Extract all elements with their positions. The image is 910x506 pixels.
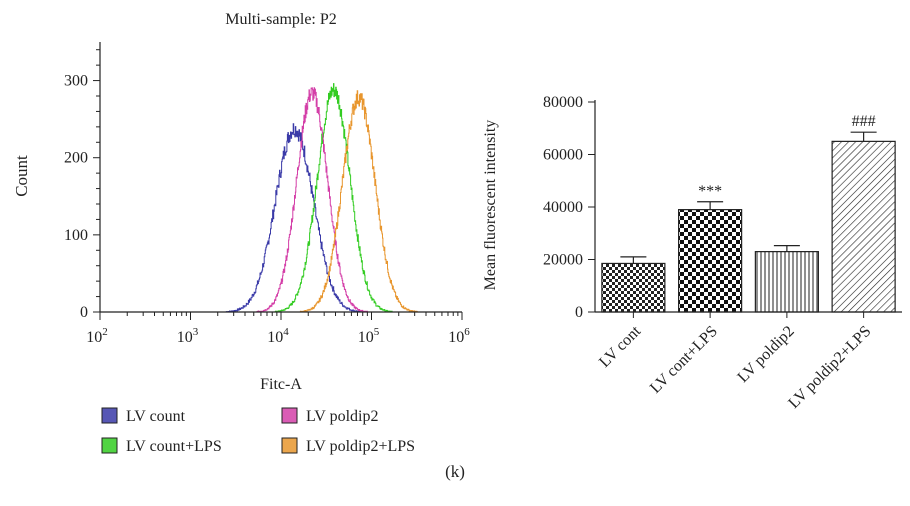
bar-1 — [601, 262, 666, 313]
legend-label-1: LV count — [126, 408, 186, 425]
bar-2 — [678, 209, 743, 313]
histogram-y-tick-label: 200 — [64, 150, 88, 167]
bar-chart-panel: Mean fluorescent intensity LV cont***LV … — [482, 94, 902, 412]
histogram-y-tick-label: 0 — [80, 304, 88, 321]
histogram-title: Multi-sample: P2 — [225, 11, 337, 28]
histogram-x-tick-label: 102 — [86, 326, 108, 346]
histogram-panel: Multi-sample: P2 Count Fitc-A 0 100 200 300… — [12, 11, 470, 393]
bar-4 — [831, 140, 896, 313]
legend-swatch-3 — [281, 407, 298, 424]
histogram-y-tick-label: 300 — [64, 73, 88, 90]
histogram-series-1 — [225, 123, 363, 313]
bar-y-tick-label: 40000 — [543, 199, 583, 216]
histogram-y-axis-label: Count — [12, 155, 31, 197]
legend-swatch-1 — [101, 407, 118, 424]
histogram-series-2 — [274, 83, 393, 313]
legend-swatch-4 — [281, 437, 298, 454]
bar-y-tick-label: 80000 — [543, 94, 583, 111]
figure-caption: (k) — [445, 462, 465, 481]
bar-3 — [754, 251, 819, 313]
histogram-x-tick-label: 106 — [448, 326, 470, 346]
bar-category-label-1: LV cont — [596, 322, 645, 371]
bar-y-tick-label: 0 — [575, 304, 583, 321]
legend-label-4: LV poldip2+LPS — [306, 438, 415, 455]
histogram-x-tick-label: 103 — [177, 326, 199, 346]
bar-category-label-4: LV poldip2+LPS — [785, 323, 874, 412]
histogram-axes: 0 100 200 300 102 103 104 105 106 — [64, 42, 470, 346]
histogram-legend: LV count LV poldip2 LV count+LPS LV poldip2… — [101, 407, 415, 455]
significance-label-2: *** — [698, 183, 722, 200]
histogram-y-tick-label: 100 — [64, 227, 88, 244]
histogram-curves — [225, 83, 418, 313]
significance-label-4: ### — [852, 113, 876, 130]
bar-category-label-3: LV poldip2 — [734, 323, 797, 386]
histogram-series-3 — [256, 87, 368, 313]
histogram-x-tick-label: 105 — [358, 326, 380, 346]
legend-swatch-2 — [101, 437, 118, 454]
legend-label-2: LV count+LPS — [126, 438, 222, 455]
histogram-x-axis-label: Fitc-A — [260, 376, 302, 393]
histogram-series-4 — [299, 90, 418, 313]
bar-marks: LV cont *** LV cont+LPS LV poldip2 ### LV pol… — [596, 113, 896, 412]
bar-y-tick-label: 20000 — [543, 252, 583, 269]
bar-category-label-2: LV cont+LPS — [647, 323, 721, 397]
bar-axes: 0 20000 40000 60000 80000 — [543, 94, 902, 321]
legend-label-3: LV poldip2 — [306, 408, 378, 425]
bar-y-axis-label: Mean fluorescent intensity — [482, 120, 499, 291]
bar-y-tick-label: 60000 — [543, 147, 583, 164]
histogram-x-tick-label: 104 — [267, 326, 289, 346]
